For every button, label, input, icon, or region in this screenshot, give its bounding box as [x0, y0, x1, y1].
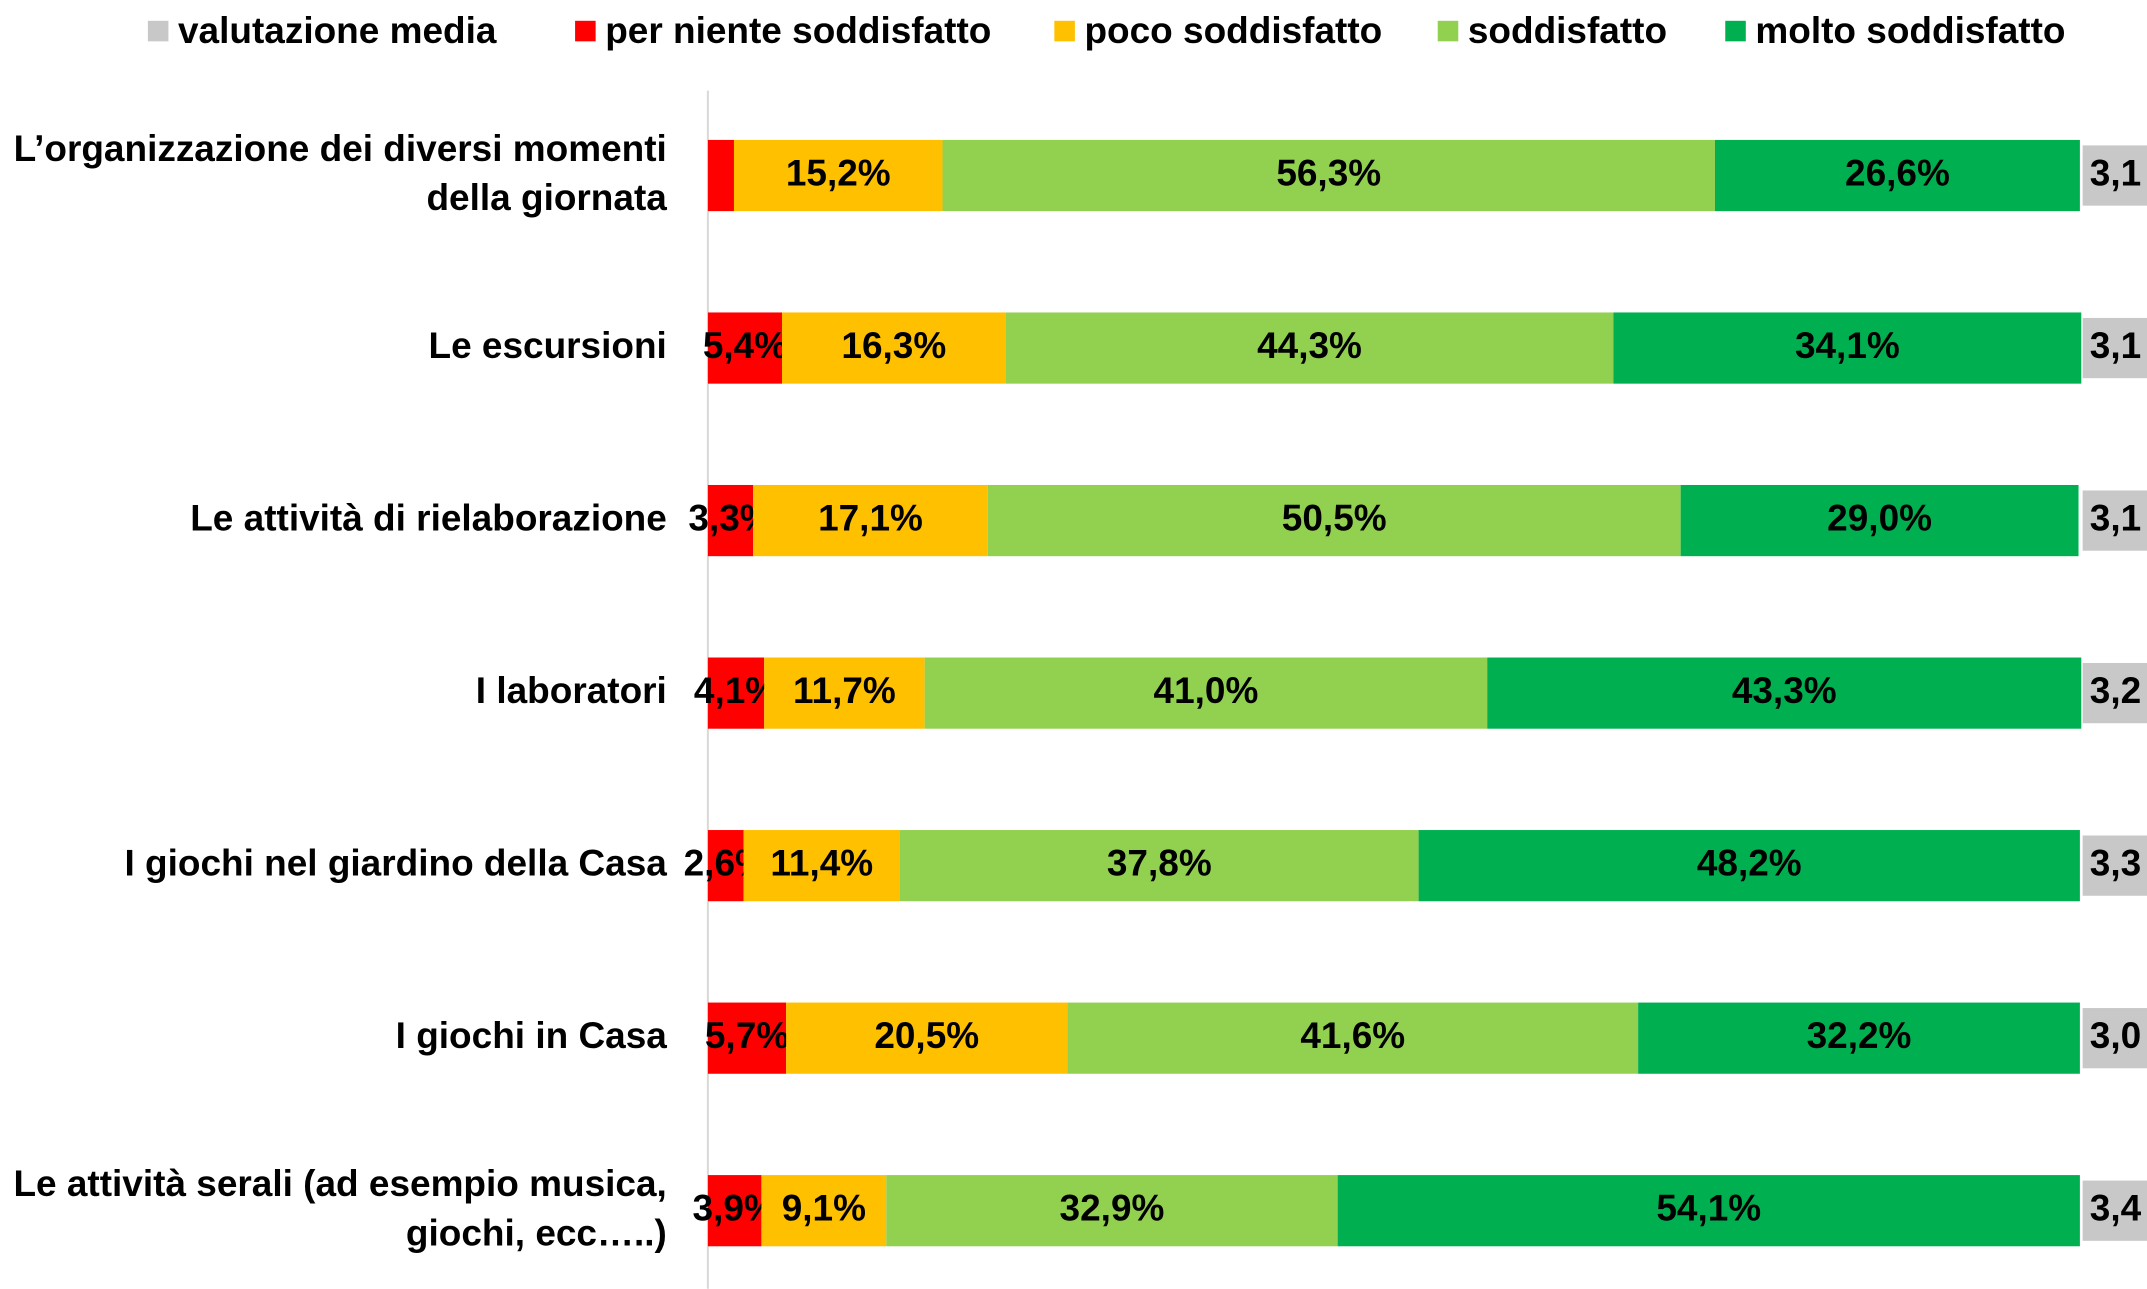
value-label: 11,7%: [793, 670, 896, 711]
value-label: 56,3%: [1276, 152, 1381, 193]
average-label: 3,1: [2090, 497, 2141, 538]
legend-label: per niente soddisfatto: [605, 10, 991, 51]
average-box: [2082, 835, 2147, 896]
value-label: 5,7%: [705, 1015, 789, 1056]
category-label: I giochi nel giardino della Casa: [124, 842, 667, 883]
bar-segment: [707, 484, 754, 557]
value-label: 41,0%: [1154, 670, 1259, 711]
bar-segment: [764, 657, 925, 729]
category-label: Le escursioni: [428, 325, 666, 366]
bar-segment: [899, 830, 1419, 902]
bar-segment: [1714, 139, 2080, 212]
bar-segment: [942, 139, 1715, 212]
value-label: 15,2%: [786, 152, 891, 193]
bar-segment: [707, 830, 744, 902]
legend-swatch: [147, 20, 169, 42]
bar-segment: [786, 1002, 1068, 1074]
average-box: [2082, 145, 2147, 206]
value-label: 9,1%: [782, 1187, 866, 1228]
bar-segment: [1005, 312, 1614, 384]
value-label: 20,5%: [874, 1015, 979, 1056]
value-label: 29,0%: [1827, 497, 1932, 538]
average-label: 3,3: [2090, 842, 2141, 883]
category-label: I laboratori: [476, 670, 667, 711]
bar-segment: [1418, 830, 2080, 902]
average-box: [2082, 1008, 2147, 1069]
value-label: 26,6%: [1845, 152, 1950, 193]
average-label: 3,0: [2090, 1015, 2141, 1056]
bar-segment: [707, 657, 765, 729]
bar-segment: [886, 1175, 1338, 1247]
legend-label: soddisfatto: [1468, 10, 1667, 51]
category-label: Le attività di rielaborazione: [190, 497, 667, 538]
legend-label: valutazione media: [178, 10, 497, 51]
bar-segment: [733, 139, 943, 212]
value-label: 48,2%: [1697, 842, 1802, 883]
average-label: 3,1: [2090, 325, 2141, 366]
average-label: 3,1: [2090, 152, 2141, 193]
value-label: 43,3%: [1732, 670, 1837, 711]
bar-segment: [1613, 312, 2082, 384]
bar-segment: [743, 830, 900, 902]
legend-label: poco soddisfatto: [1084, 10, 1382, 51]
bar-segment: [781, 312, 1006, 384]
category-label: I giochi in Casa: [396, 1015, 668, 1056]
average-label: 3,2: [2090, 670, 2141, 711]
bar-segment: [707, 1002, 787, 1074]
average-box: [2082, 317, 2147, 379]
category-label: L’organizzazione dei diversi momenti dell…: [14, 128, 668, 218]
bar-segment: [761, 1175, 887, 1247]
average-box: [2082, 1180, 2147, 1241]
value-label: 50,5%: [1282, 497, 1387, 538]
legend-swatch: [575, 20, 596, 42]
value-label: 34,1%: [1795, 325, 1900, 366]
bar-segment: [707, 139, 734, 212]
value-label: 32,9%: [1060, 1187, 1165, 1228]
bar-segment: [1680, 484, 2079, 557]
legend-swatch: [1725, 20, 1746, 42]
category-label: Le attività serali (ad esempio musica, gi…: [13, 1163, 666, 1253]
value-label: 4,1%: [694, 670, 778, 711]
value-label: 44,3%: [1257, 325, 1362, 366]
value-label: 37,8%: [1107, 842, 1212, 883]
value-label: 17,1%: [818, 497, 923, 538]
bar-segment: [707, 1175, 762, 1247]
value-label: 32,2%: [1807, 1015, 1912, 1056]
average-box: [2082, 490, 2147, 551]
bar-segment: [1638, 1002, 2080, 1074]
average-box: [2082, 662, 2147, 724]
legend-label: molto soddisfatto: [1755, 10, 2065, 51]
bar-segment: [753, 484, 988, 557]
bar-segment: [924, 657, 1488, 729]
value-label: 54,1%: [1656, 1187, 1761, 1228]
bar-segment: [1337, 1175, 2080, 1247]
legend-swatch: [1054, 20, 1075, 42]
value-label: 5,4%: [703, 325, 787, 366]
bar-segment: [987, 484, 1681, 557]
bar-segment: [1067, 1002, 1639, 1074]
value-label: 41,6%: [1300, 1015, 1405, 1056]
bar-segment: [707, 312, 782, 384]
legend-swatch: [1437, 20, 1459, 42]
bar-segment: [1487, 657, 2082, 729]
average-label: 3,4: [2090, 1187, 2142, 1228]
value-label: 16,3%: [841, 325, 946, 366]
value-label: 11,4%: [770, 842, 873, 883]
